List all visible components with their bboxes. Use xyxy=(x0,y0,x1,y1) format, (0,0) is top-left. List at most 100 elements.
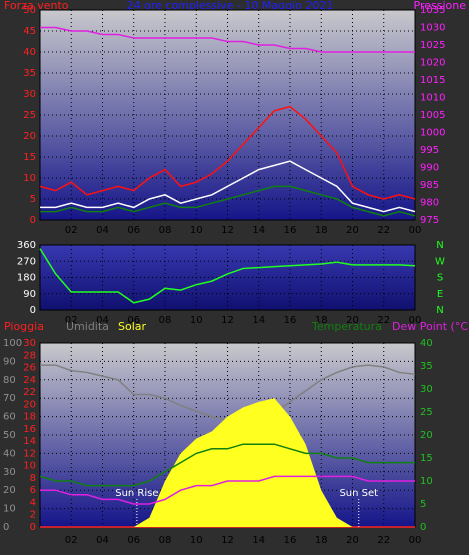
x-tick-label: 04 xyxy=(96,225,109,236)
y-tick-label: 35 xyxy=(23,68,36,79)
y-tick-label: 20 xyxy=(23,131,36,142)
x-tick-label: 08 xyxy=(159,225,172,236)
y-tick-label: 0 xyxy=(3,522,9,533)
x-tick-label: 12 xyxy=(221,315,234,326)
y-tick-label: 20 xyxy=(3,485,16,496)
y3-tick-label: 0 xyxy=(30,522,36,533)
y3-tick-label: 4 xyxy=(30,497,36,508)
y-tick-label: 80 xyxy=(3,375,16,386)
y2-tick-label: 975 xyxy=(420,215,439,226)
y3-tick-label: 16 xyxy=(23,424,36,435)
y-tick-label: 90 xyxy=(3,356,16,367)
x-tick-label: 22 xyxy=(377,225,390,236)
x-tick-label: 16 xyxy=(284,535,297,546)
y-tick-label: 30 xyxy=(3,467,16,478)
y-tick-label: 270 xyxy=(17,256,36,267)
x-tick-label: 00 xyxy=(409,535,422,546)
line xyxy=(40,475,415,505)
y-tick-label: 10 xyxy=(3,504,16,515)
y2-tick-label: 10 xyxy=(420,476,433,487)
y2-tick-label: 1030 xyxy=(420,23,445,34)
x-tick-label: 18 xyxy=(315,315,328,326)
annotation-label: Sun Set xyxy=(339,488,378,499)
y2-tick-label: 980 xyxy=(420,198,439,209)
x-tick-label: 04 xyxy=(96,535,109,546)
y2-tick-label: W xyxy=(435,256,445,267)
line xyxy=(40,185,416,217)
y2-tick-label: 990 xyxy=(420,163,439,174)
y-tick-label: 50 xyxy=(3,430,16,441)
y2-tick-label: N xyxy=(436,305,443,316)
legend-label: Pioggia xyxy=(4,320,44,333)
y2-tick-label: 15 xyxy=(420,453,433,464)
y3-tick-label: 24 xyxy=(23,375,36,386)
x-tick-label: 20 xyxy=(346,315,359,326)
y-tick-label: 40 xyxy=(3,448,16,459)
y3-tick-label: 20 xyxy=(23,399,36,410)
y3-tick-label: 26 xyxy=(23,363,36,374)
y-tick-label: 70 xyxy=(3,393,16,404)
x-tick-label: 08 xyxy=(159,315,172,326)
legend-label: Umidita xyxy=(66,320,109,333)
x-tick-label: 02 xyxy=(65,225,78,236)
x-tick-label: 22 xyxy=(377,535,390,546)
y3-tick-label: 30 xyxy=(23,338,36,349)
x-tick-label: 06 xyxy=(127,315,140,326)
y-tick-label: 5 xyxy=(30,194,36,205)
x-tick-label: 12 xyxy=(221,535,234,546)
y-tick-label: 100 xyxy=(3,338,22,349)
x-tick-label: 10 xyxy=(190,315,203,326)
y2-tick-label: E xyxy=(437,289,443,300)
annotation-label: Sun Rise xyxy=(115,488,158,499)
x-tick-label: 14 xyxy=(252,535,265,546)
y-tick-label: 0 xyxy=(30,215,36,226)
x-tick-label: 16 xyxy=(284,225,297,236)
x-tick-label: 18 xyxy=(315,225,328,236)
y-tick-label: 40 xyxy=(23,47,36,58)
y3-tick-label: 2 xyxy=(30,510,36,521)
y-tick-label: 15 xyxy=(23,152,36,163)
y-tick-label: 360 xyxy=(17,240,36,251)
y-tick-label: 10 xyxy=(23,173,36,184)
y2-tick-label: 25 xyxy=(420,407,433,418)
line xyxy=(40,160,416,213)
y2-tick-label: 995 xyxy=(420,145,439,156)
x-tick-label: 22 xyxy=(377,315,390,326)
y2-tick-label: 1015 xyxy=(420,75,445,86)
y-tick-label: 0 xyxy=(30,305,36,316)
y2-tick-label: 1005 xyxy=(420,110,445,121)
legend-label: Solar xyxy=(118,320,147,333)
legend-label: Temperatura xyxy=(311,320,382,333)
y3-tick-label: 14 xyxy=(23,436,36,447)
x-tick-label: 06 xyxy=(127,225,140,236)
x-tick-label: 10 xyxy=(190,535,203,546)
line xyxy=(40,26,415,53)
y2-tick-label: N xyxy=(436,240,443,251)
y2-tick-label: 5 xyxy=(420,499,426,510)
x-tick-label: 16 xyxy=(284,315,297,326)
y2-tick-label: 1010 xyxy=(420,93,445,104)
x-tick-label: 20 xyxy=(346,535,359,546)
y2-tick-label: S xyxy=(437,273,443,284)
y3-tick-label: 28 xyxy=(23,350,36,361)
y3-tick-label: 18 xyxy=(23,412,36,423)
x-tick-label: 18 xyxy=(315,535,328,546)
x-tick-label: 00 xyxy=(409,225,422,236)
y2-tick-label: 40 xyxy=(420,338,433,349)
y3-tick-label: 6 xyxy=(30,485,36,496)
y-tick-label: 90 xyxy=(23,289,36,300)
y-tick-label: 45 xyxy=(23,26,36,37)
y2-tick-label: 1025 xyxy=(420,40,445,51)
x-tick-label: 00 xyxy=(409,315,422,326)
x-tick-label: 02 xyxy=(65,315,78,326)
line xyxy=(39,248,416,304)
line xyxy=(39,443,415,487)
x-tick-label: 02 xyxy=(65,535,78,546)
y3-tick-label: 10 xyxy=(23,461,36,472)
y2-tick-label: 20 xyxy=(420,430,433,441)
y-tick-label: 25 xyxy=(23,110,36,121)
x-tick-label: 06 xyxy=(127,535,140,546)
y-tick-label: 60 xyxy=(3,412,16,423)
y2-tick-label: 1020 xyxy=(420,58,445,69)
